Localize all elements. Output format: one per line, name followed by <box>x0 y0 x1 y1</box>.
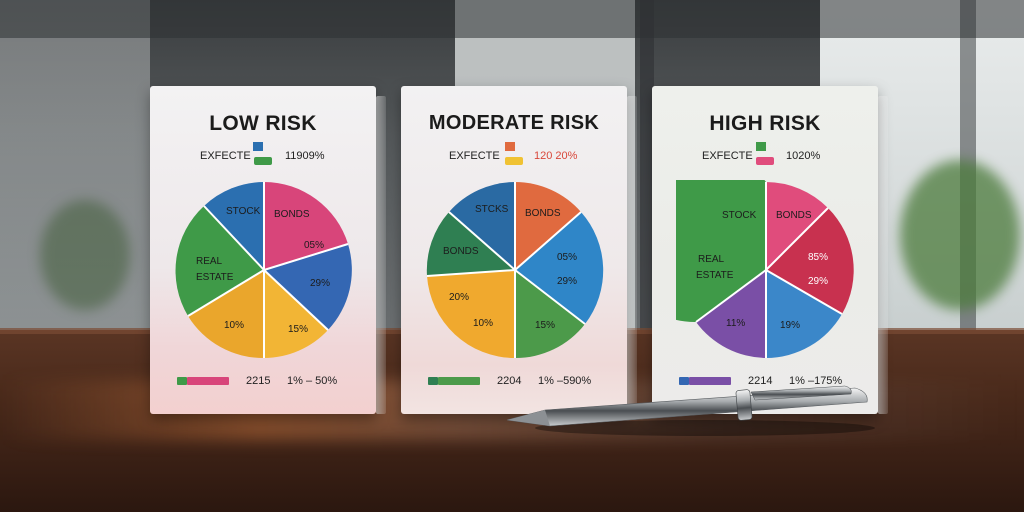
window-frame <box>640 0 654 330</box>
slice-value: 19% <box>780 320 800 331</box>
pie-slice-15 <box>515 270 585 359</box>
slice-label: ESTATE <box>696 270 734 281</box>
slice-label: BONDS <box>274 209 310 220</box>
slice-value: 29% <box>557 276 577 287</box>
footer-range: 1% –590% <box>538 375 592 387</box>
slice-label: REAL <box>196 256 223 267</box>
expected-label: EXFECTE <box>449 150 500 162</box>
pie-slice-29 <box>264 244 352 330</box>
slice-value: 15% <box>535 320 555 331</box>
card-title: LOW RISK <box>209 112 317 135</box>
pie-slice-bonds <box>766 182 828 270</box>
expected-label: EXFECTE <box>200 150 251 162</box>
slice-value: 85% <box>808 252 828 263</box>
slice-value: 10% <box>473 318 493 329</box>
footer-bar-pink <box>187 377 229 385</box>
legend-swatch-green <box>254 157 272 165</box>
footer-range: 1% – 50% <box>287 375 338 387</box>
slice-label: ESTATE <box>196 272 234 283</box>
pie-slice-bonds-green <box>426 212 515 276</box>
slice-value: 29% <box>808 276 828 287</box>
background-plant <box>900 160 1020 310</box>
pie-slice-19 <box>766 270 842 358</box>
pie-slice-85-29 <box>766 208 854 314</box>
pie-chart-high: STOCK BONDS 85% 29% 19% 11% REAL ESTATE <box>676 180 854 358</box>
pie-chart-moderate: STCKS BONDS 05% 29% 15% 10% 20% BONDS <box>426 182 604 359</box>
glass-stand <box>376 96 386 414</box>
expected-value: 1020% <box>786 150 821 162</box>
footer-value: 2214 <box>748 375 773 387</box>
slice-value: 05% <box>557 252 577 263</box>
slice-value: 10% <box>224 320 244 331</box>
risk-card-moderate: MODERATE RISK EXFECTE 120 20% STCKS BOND… <box>401 86 627 414</box>
legend-swatch-green <box>756 142 766 151</box>
risk-card-high: HIGH RISK EXFECTE 1020% STOCK BONDS 85% … <box>652 86 878 414</box>
pen-icon <box>506 385 875 436</box>
legend-swatch-orange <box>505 142 515 151</box>
expected-value: 120 20% <box>534 150 578 162</box>
slice-label: STOCK <box>226 206 261 217</box>
footer-bar-darkgreen <box>428 377 438 385</box>
legend-swatch-yellow <box>505 157 523 165</box>
expected-label: EXFECTE <box>702 150 753 162</box>
footer-value: 2215 <box>246 375 271 387</box>
slice-value: 20% <box>449 292 469 303</box>
pie-slice-bonds <box>515 182 581 270</box>
legend-swatch-pink <box>756 157 774 165</box>
footer-bar-green <box>438 377 480 385</box>
footer-bar-blue <box>679 377 689 385</box>
pie-slice-11 <box>696 270 766 358</box>
card-title: HIGH RISK <box>709 112 821 135</box>
ceiling-beam <box>0 0 1024 38</box>
slice-label: BONDS <box>776 210 812 221</box>
glass-stand <box>878 96 888 414</box>
background-plant <box>40 200 130 310</box>
slice-label: BONDS <box>443 246 479 257</box>
pie-slice-05-29 <box>515 212 604 324</box>
slice-value: 29% <box>310 278 330 289</box>
risk-card-low: LOW RISK EXFECTE 11909% STOCK BONDS 05% <box>150 86 376 414</box>
footer-bar-green <box>177 377 187 385</box>
footer-range: 1% –175% <box>789 375 843 387</box>
glass-stand <box>627 96 637 414</box>
pie-slice-20-10 <box>427 270 515 359</box>
slice-value: 15% <box>288 324 308 335</box>
footer-value: 2204 <box>497 375 522 387</box>
slice-label: STCKS <box>475 204 509 215</box>
slice-value: 11% <box>726 318 745 329</box>
expected-value: 11909% <box>285 150 325 162</box>
card-title: MODERATE RISK <box>428 112 600 134</box>
pie-slice-stock <box>204 182 264 270</box>
footer-bar-purple <box>689 377 731 385</box>
pie-chart-low: STOCK BONDS 05% 29% 15% 10% REAL ESTATE <box>175 182 352 359</box>
pie-slice-real-estate <box>175 206 264 316</box>
pie-slice-15 <box>264 270 328 358</box>
slice-label: STOCK <box>722 210 757 221</box>
slice-label: REAL <box>698 254 725 265</box>
slice-label: BONDS <box>525 208 561 219</box>
pie-slice-10 <box>188 270 264 359</box>
pie-slice-stocks <box>449 182 515 270</box>
legend-swatch-blue <box>253 142 263 151</box>
pie-slice-bonds <box>264 182 348 270</box>
slice-value: 05% <box>304 240 324 251</box>
